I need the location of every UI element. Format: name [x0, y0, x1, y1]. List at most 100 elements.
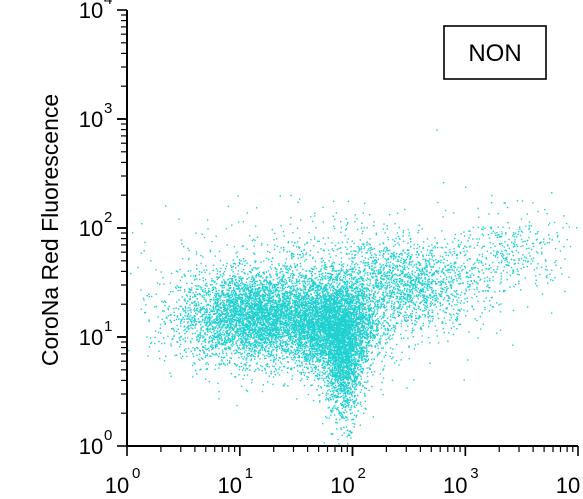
data-point	[252, 317, 254, 320]
data-point	[244, 305, 246, 308]
data-point	[233, 327, 236, 329]
data-point	[247, 334, 249, 337]
data-point	[236, 349, 238, 352]
data-point	[211, 291, 214, 294]
data-point	[281, 293, 283, 295]
data-point	[251, 354, 253, 356]
data-point	[312, 323, 314, 325]
data-point	[249, 294, 251, 297]
data-point	[263, 341, 266, 343]
data-point	[300, 289, 302, 291]
data-point	[266, 335, 268, 337]
data-point	[352, 300, 354, 302]
data-point	[288, 304, 290, 306]
data-point	[236, 300, 238, 303]
data-point	[276, 314, 278, 316]
data-point	[234, 283, 236, 286]
data-point	[278, 339, 280, 341]
data-point	[227, 305, 229, 307]
data-point	[325, 302, 327, 305]
data-point	[202, 340, 204, 342]
data-point	[282, 347, 284, 350]
data-point	[240, 288, 242, 290]
data-point	[217, 298, 220, 301]
data-point	[268, 338, 270, 341]
data-point	[303, 337, 305, 340]
data-point	[240, 260, 242, 262]
data-point	[224, 339, 226, 341]
data-point	[216, 310, 218, 312]
data-point	[266, 330, 269, 332]
data-point	[233, 309, 235, 311]
data-point	[226, 292, 228, 294]
data-point	[250, 302, 253, 304]
data-point	[183, 321, 185, 323]
data-point	[329, 368, 331, 371]
data-point	[275, 320, 277, 322]
data-point	[297, 308, 299, 310]
data-point	[223, 333, 225, 335]
data-point	[243, 363, 245, 365]
data-point	[215, 268, 218, 270]
data-point	[255, 369, 257, 371]
data-point	[235, 285, 237, 287]
data-point	[281, 345, 283, 347]
data-point	[195, 323, 197, 325]
data-point	[243, 327, 245, 329]
data-point	[226, 341, 229, 344]
data-point	[271, 300, 273, 302]
data-point	[239, 334, 242, 336]
data-point	[209, 293, 211, 296]
data-point	[260, 282, 262, 284]
data-point	[256, 284, 259, 286]
data-point	[263, 285, 266, 288]
data-point	[276, 311, 279, 314]
data-point	[299, 350, 301, 352]
data-point	[321, 310, 323, 312]
data-point	[235, 299, 238, 302]
data-point	[170, 314, 172, 316]
data-point	[210, 305, 212, 307]
data-point	[278, 295, 281, 297]
data-point	[285, 268, 287, 270]
data-point	[218, 308, 220, 310]
data-point	[303, 345, 306, 348]
data-point	[236, 364, 238, 366]
data-point	[278, 308, 280, 311]
data-point	[203, 322, 206, 324]
data-point	[180, 319, 183, 322]
data-point	[270, 370, 272, 373]
data-point	[187, 325, 190, 327]
data-point	[304, 309, 307, 312]
data-point	[257, 327, 259, 329]
data-point	[266, 317, 268, 319]
data-point	[250, 328, 252, 331]
data-point	[281, 326, 283, 328]
data-point	[196, 313, 199, 316]
data-point	[294, 308, 296, 310]
data-point	[294, 304, 296, 306]
data-point	[259, 315, 261, 317]
data-point	[365, 314, 367, 317]
data-point	[180, 318, 182, 321]
data-point	[191, 282, 193, 285]
data-point	[262, 337, 264, 339]
data-point	[305, 301, 307, 303]
data-point	[328, 260, 330, 262]
data-point	[228, 300, 230, 302]
data-point	[237, 307, 239, 310]
data-point	[350, 377, 352, 379]
data-point	[287, 270, 289, 272]
data-point	[240, 327, 242, 330]
data-point	[209, 324, 212, 326]
data-point	[382, 377, 385, 379]
data-point	[301, 348, 303, 350]
data-point	[250, 307, 252, 310]
data-point	[218, 367, 220, 369]
data-point	[264, 332, 266, 334]
data-point	[365, 356, 368, 358]
data-point	[281, 347, 283, 350]
data-point	[353, 356, 355, 358]
data-point	[161, 342, 163, 345]
data-point	[261, 314, 263, 316]
